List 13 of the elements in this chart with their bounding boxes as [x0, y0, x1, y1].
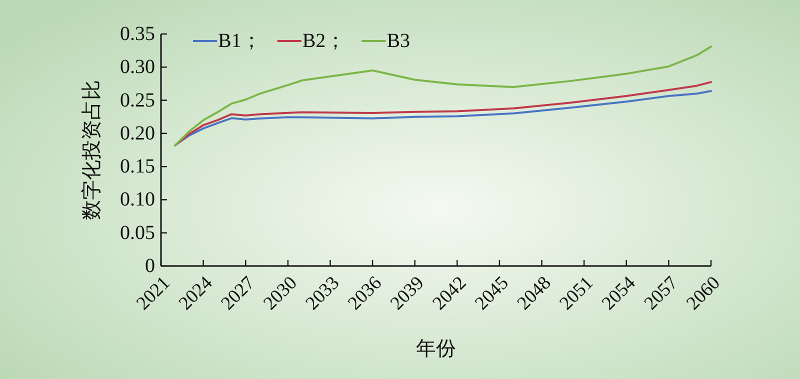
legend-label: B1； [218, 30, 262, 52]
legend-label: B3 [386, 30, 410, 52]
legend-label: B2； [302, 30, 346, 52]
y-tick-label: 0.25 [120, 89, 155, 112]
y-tick-label: 0.30 [120, 56, 155, 78]
y-tick-label: 0.35 [120, 23, 155, 45]
y-tick-label: 0.20 [120, 122, 155, 144]
x-axis-title: 年份 [416, 338, 456, 360]
y-tick-label: 0.05 [120, 222, 155, 244]
y-axis-title: 数字化投资占比 [80, 80, 103, 220]
y-tick-label: 0.10 [120, 188, 155, 211]
y-tick-label: 0 [145, 255, 155, 277]
y-tick-label: 0.15 [120, 156, 155, 178]
